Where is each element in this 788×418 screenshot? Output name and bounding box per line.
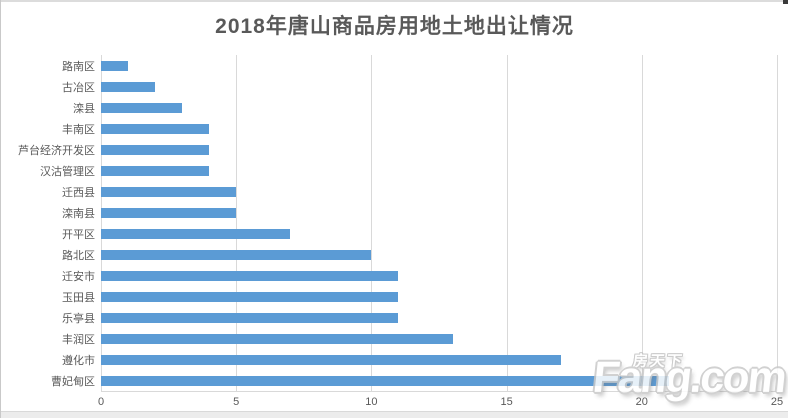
bar-row <box>101 328 777 349</box>
category-label: 滦南县 <box>62 207 95 220</box>
bar <box>101 249 372 260</box>
bar-row <box>101 349 777 370</box>
corner-artifact <box>783 0 788 4</box>
category-label: 丰润区 <box>62 333 95 346</box>
bar-row <box>101 286 777 307</box>
bottom-edge-strip <box>1 411 788 418</box>
category-label: 开平区 <box>62 228 95 241</box>
category-label: 迁西县 <box>62 186 95 199</box>
x-tick-label: 0 <box>97 396 105 408</box>
x-tick-label: 25 <box>770 396 784 408</box>
bar-row <box>101 244 777 265</box>
gridline <box>101 55 102 391</box>
bar <box>101 123 210 134</box>
x-tick-label: 10 <box>365 396 378 408</box>
category-label: 丰南区 <box>62 123 95 136</box>
gridline <box>236 55 238 391</box>
bar-row <box>101 160 777 181</box>
x-tick-label: 5 <box>233 396 240 408</box>
bar-row <box>101 223 777 244</box>
bar <box>101 312 399 323</box>
chart-title: 2018年唐山商品房用地土地出让情况 <box>215 15 574 38</box>
bar-row <box>101 139 777 160</box>
category-label: 芦台经济开发区 <box>18 144 95 157</box>
bar <box>101 375 669 386</box>
category-label: 滦县 <box>73 102 95 115</box>
bar <box>101 144 210 155</box>
bar <box>101 270 399 281</box>
category-axis: 路南区古冶区滦县丰南区芦台经济开发区汉沽管理区迁西县滦南县开平区路北区迁安市玉田… <box>1 55 95 391</box>
category-label: 古冶区 <box>62 81 95 94</box>
category-label: 迁安市 <box>62 270 95 283</box>
bar-row <box>101 118 777 139</box>
bar <box>101 60 129 71</box>
bar-row <box>101 307 777 328</box>
category-label: 玉田县 <box>62 291 95 304</box>
category-label: 乐亭县 <box>62 312 95 325</box>
bar-row <box>101 97 777 118</box>
gridline <box>506 55 508 391</box>
top-edge-divider <box>1 0 788 2</box>
bar-row <box>101 55 777 76</box>
category-label: 路北区 <box>62 249 95 262</box>
bar <box>101 165 210 176</box>
category-label: 曹妃甸区 <box>51 375 95 388</box>
bar <box>101 186 237 197</box>
plot-area <box>101 55 778 392</box>
x-tick-label: 15 <box>500 396 513 408</box>
bar <box>101 102 183 113</box>
bar <box>101 81 156 92</box>
bar <box>101 207 237 218</box>
bar-row <box>101 370 777 391</box>
gridline <box>777 55 778 391</box>
bar-row <box>101 76 777 97</box>
bar <box>101 354 561 365</box>
bar <box>101 333 453 344</box>
gridline <box>641 55 643 391</box>
bar-row <box>101 181 777 202</box>
category-label: 路南区 <box>62 60 95 73</box>
gridline <box>371 55 373 391</box>
bar-row <box>101 265 777 286</box>
bar <box>101 228 291 239</box>
category-label: 遵化市 <box>62 354 95 367</box>
x-tick-label: 20 <box>635 396 648 408</box>
value-axis: 0 5 10 15 20 25 <box>1 396 788 412</box>
category-label: 汉沽管理区 <box>40 165 95 178</box>
bar-series <box>101 55 777 391</box>
bar <box>101 291 399 302</box>
bar-row <box>101 202 777 223</box>
